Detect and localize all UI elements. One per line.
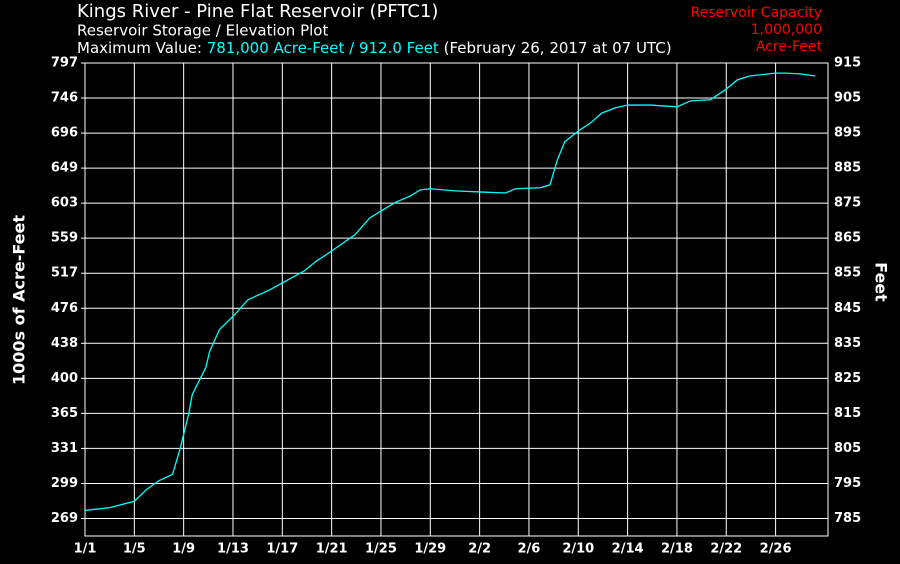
y2-tick-label: 795 [834,476,861,491]
y2-tick-label: 885 [834,161,861,176]
chart-subtitle: Reservoir Storage / Elevation Plot [77,22,328,40]
x-tick-label: 1/1 [74,542,97,557]
x-tick-label: 1/29 [414,542,446,557]
capacity-value: 1,000,000 [751,22,822,38]
y2-tick-label: 785 [834,511,861,526]
y2-tick-label: 875 [834,196,861,211]
y-tick-label: 746 [51,91,78,106]
y-tick-label: 299 [51,476,78,491]
x-tick-label: 2/22 [710,542,742,557]
chart-title: Kings River - Pine Flat Reservoir (PFTC1… [77,1,438,22]
y2-tick-label: 825 [834,371,861,386]
y2-tick-label: 895 [834,126,861,141]
y2-tick-label: 815 [834,406,861,421]
y2-tick-label: 835 [834,336,861,351]
max-date: (February 26, 2017 at 07 UTC) [444,39,672,57]
y-tick-label: 517 [51,266,78,281]
x-tick-label: 1/5 [123,542,146,557]
y-tick-label: 603 [51,196,78,211]
y-tick-label: 559 [51,231,78,246]
x-tick-label: 1/9 [172,542,195,557]
x-tick-label: 1/25 [365,542,397,557]
y-tick-label: 365 [51,406,78,421]
x-tick-label: 1/17 [266,542,298,557]
x-tick-label: 1/13 [217,542,249,557]
capacity-unit: Acre-Feet [756,39,823,55]
x-tick-label: 2/26 [760,542,792,557]
y2-tick-label: 805 [834,441,861,456]
x-tick-label: 2/14 [612,542,644,557]
max-line: Maximum Value: 781,000 Acre-Feet / 912.0… [77,39,672,57]
y-tick-label: 400 [51,371,78,386]
y-axis-title: 1000s of Acre-Feet [10,215,29,385]
y-tick-label: 438 [51,336,78,351]
max-value: 781,000 Acre-Feet / 912.0 Feet [207,39,439,57]
capacity-label: Reservoir Capacity [690,5,822,21]
x-tick-label: 1/21 [316,542,348,557]
y-tick-label: 476 [51,301,78,316]
x-tick-label: 2/10 [562,542,594,557]
y2-tick-label: 855 [834,266,861,281]
y2-tick-label: 915 [834,56,861,71]
x-tick-label: 2/2 [468,542,491,557]
y2-axis-title: Feet [872,262,891,302]
x-tick-label: 2/6 [518,542,541,557]
x-tick-label: 2/18 [661,542,693,557]
max-label: Maximum Value: [77,39,202,57]
y-tick-label: 269 [51,511,78,526]
plot-frame [84,62,829,537]
y2-tick-label: 845 [834,301,861,316]
y-tick-label: 696 [51,126,78,141]
y-tick-label: 649 [51,161,78,176]
y2-tick-label: 865 [834,231,861,246]
data-line [84,72,816,512]
y-tick-label: 797 [51,56,78,71]
y-tick-label: 331 [51,441,78,456]
y2-tick-label: 905 [834,91,861,106]
